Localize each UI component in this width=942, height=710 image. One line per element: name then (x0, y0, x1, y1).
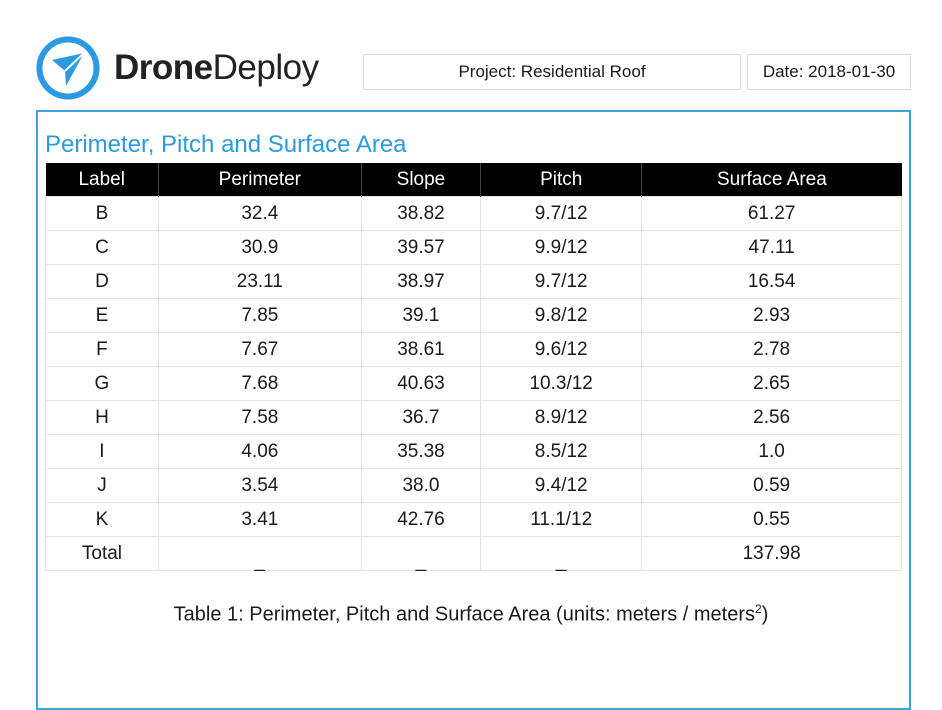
cell-perimeter: 7.68 (157, 366, 362, 401)
caption-text: Table 1: Perimeter, Pitch and Surface Ar… (173, 603, 755, 626)
cell-label: H (45, 400, 159, 435)
cell-surface-area: 2.65 (641, 366, 902, 401)
cell-slope: 39.57 (360, 230, 482, 265)
table-row: E 7.85 39.1 9.8/12 2.93 (45, 298, 902, 333)
header-label: Label (45, 163, 159, 197)
cell-label: J (45, 468, 159, 503)
cell-perimeter: 32.4 (157, 196, 362, 231)
header-perimeter: Perimeter (158, 163, 362, 197)
header-slope: Slope (361, 163, 482, 197)
caption-end: ) (761, 603, 769, 626)
cell-slope: 38.97 (360, 264, 482, 299)
cell-pitch: 9.9/12 (480, 230, 643, 265)
table-row: C 30.9 39.57 9.9/12 47.11 (45, 230, 902, 265)
table-row: B 32.4 38.82 9.7/12 61.27 (45, 196, 902, 231)
cell-slope: 38.0 (360, 468, 482, 503)
cell-surface-area: 0.59 (641, 468, 902, 503)
brand-bold: Drone (114, 48, 213, 87)
cell-pitch: 9.6/12 (480, 332, 643, 367)
cell-surface-area: 1.0 (641, 434, 902, 469)
surface-area-table: Label Perimeter Slope Pitch Surface Area… (45, 163, 902, 571)
cell-label: F (45, 332, 159, 367)
total-slope: _ (360, 536, 482, 571)
cell-label: G (45, 366, 159, 401)
table-caption: Table 1: Perimeter, Pitch and Surface Ar… (0, 602, 942, 627)
caption-superscript: 2 (755, 602, 762, 616)
cell-surface-area: 2.78 (641, 332, 902, 367)
cell-slope: 42.76 (360, 502, 482, 537)
cell-pitch: 9.4/12 (480, 468, 643, 503)
cell-pitch: 9.7/12 (480, 196, 643, 231)
cell-surface-area: 61.27 (641, 196, 902, 231)
cell-label: E (45, 298, 159, 333)
cell-perimeter: 30.9 (157, 230, 362, 265)
cell-perimeter: 3.54 (157, 468, 362, 503)
table-row: K 3.41 42.76 11.1/12 0.55 (45, 502, 902, 537)
table-row: H 7.58 36.7 8.9/12 2.56 (45, 400, 902, 435)
cell-slope: 39.1 (360, 298, 482, 333)
cell-surface-area: 2.56 (641, 400, 902, 435)
header-pitch: Pitch (480, 163, 643, 197)
table-header-row: Label Perimeter Slope Pitch Surface Area (45, 163, 902, 197)
cell-perimeter: 4.06 (157, 434, 362, 469)
cell-pitch: 11.1/12 (480, 502, 643, 537)
cell-pitch: 9.8/12 (480, 298, 643, 333)
section-title: Perimeter, Pitch and Surface Area (45, 131, 407, 158)
project-field: Project: Residential Roof (363, 54, 741, 90)
cell-pitch: 8.9/12 (480, 400, 643, 435)
cell-perimeter: 7.58 (157, 400, 362, 435)
cell-perimeter: 7.67 (157, 332, 362, 367)
cell-slope: 38.82 (360, 196, 482, 231)
total-surface-area: 137.98 (641, 536, 902, 571)
table-row: G 7.68 40.63 10.3/12 2.65 (45, 366, 902, 401)
cell-perimeter: 23.11 (157, 264, 362, 299)
cell-surface-area: 16.54 (641, 264, 902, 299)
table-row: J 3.54 38.0 9.4/12 0.59 (45, 468, 902, 503)
cell-label: I (45, 434, 159, 469)
table-row: I 4.06 35.38 8.5/12 1.0 (45, 434, 902, 469)
cell-slope: 36.7 (360, 400, 482, 435)
brand-wordmark: DroneDeploy (114, 46, 319, 90)
cell-label: D (45, 264, 159, 299)
cell-slope: 40.63 (360, 366, 482, 401)
total-pitch: _ (480, 536, 643, 571)
cell-perimeter: 3.41 (157, 502, 362, 537)
cell-pitch: 10.3/12 (480, 366, 643, 401)
cell-pitch: 8.5/12 (480, 434, 643, 469)
header-surface-area: Surface Area (641, 163, 902, 197)
table-total-row: Total _ _ _ 137.98 (45, 536, 902, 571)
cell-label: C (45, 230, 159, 265)
table-row: F 7.67 38.61 9.6/12 2.78 (45, 332, 902, 367)
total-label: Total (45, 536, 159, 571)
cell-surface-area: 2.93 (641, 298, 902, 333)
total-perimeter: _ (157, 536, 362, 571)
cell-surface-area: 47.11 (641, 230, 902, 265)
cell-label: B (45, 196, 159, 231)
dronedeploy-logo-icon (36, 36, 100, 100)
cell-label: K (45, 502, 159, 537)
date-field: Date: 2018-01-30 (747, 54, 911, 90)
cell-surface-area: 0.55 (641, 502, 902, 537)
cell-perimeter: 7.85 (157, 298, 362, 333)
table-row: D 23.11 38.97 9.7/12 16.54 (45, 264, 902, 299)
cell-slope: 38.61 (360, 332, 482, 367)
brand-regular: Deploy (212, 48, 319, 87)
cell-slope: 35.38 (360, 434, 482, 469)
cell-pitch: 9.7/12 (480, 264, 643, 299)
